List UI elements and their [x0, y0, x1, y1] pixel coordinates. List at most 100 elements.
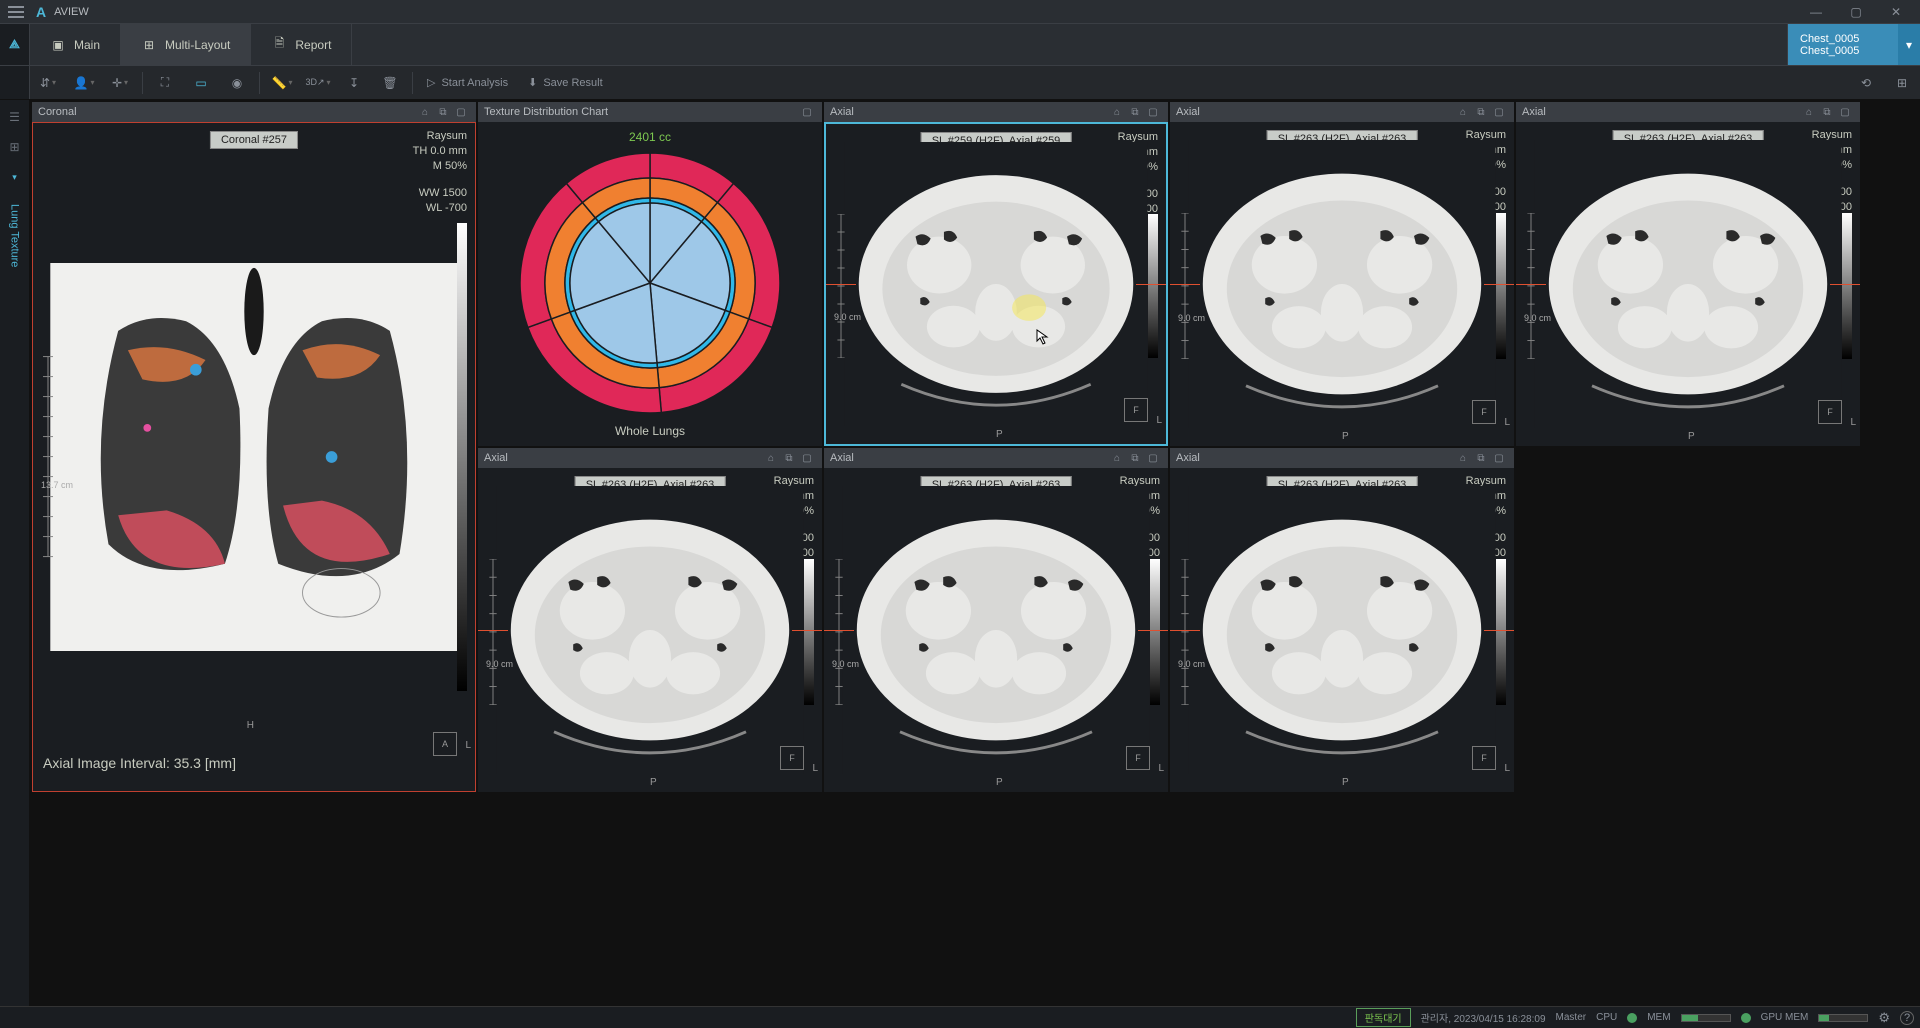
- panel-copy-icon[interactable]: ⧉: [1818, 103, 1836, 121]
- axial-panel-1: Axial ⌂⧉▢ SL #259 (H2F), Axial #259Raysum…: [824, 102, 1168, 446]
- ruler: [486, 559, 500, 705]
- panel-copy-icon[interactable]: ⧉: [1472, 103, 1490, 121]
- tab-main[interactable]: ▣Main: [30, 24, 121, 65]
- coronal-orientation-cube[interactable]: A: [433, 732, 457, 756]
- axial-4-viewport[interactable]: SL #263 (H2F), Axial #263RaysumTH 0.0 mm…: [478, 468, 822, 792]
- patient-info-button[interactable]: 👤▾: [66, 66, 102, 100]
- tab-main-label: Main: [74, 38, 100, 52]
- panel-maximize-icon[interactable]: ▢: [798, 449, 816, 467]
- crosshair: [1170, 630, 1514, 631]
- settings-icon[interactable]: ⚙: [1878, 1010, 1890, 1026]
- orient-l: L: [1158, 763, 1164, 774]
- panel-maximize-icon[interactable]: ▢: [1144, 449, 1162, 467]
- rail-chevron-down-icon[interactable]: ▾: [4, 166, 26, 188]
- orientation-cube[interactable]: F: [1126, 746, 1150, 770]
- panel-maximize-icon[interactable]: ▢: [1144, 103, 1162, 121]
- coronal-render-mode: Raysum: [413, 129, 467, 144]
- layout-grid-icon: ⊞: [141, 37, 157, 53]
- grayscale-bar: [1842, 213, 1852, 359]
- tab-multi-layout[interactable]: ⊞Multi-Layout: [121, 24, 251, 65]
- axial-2-viewport[interactable]: SL #263 (H2F), Axial #263RaysumTH 0.0 mm…: [1170, 122, 1514, 446]
- main-area: ☰ ⊞ ▾ Lung Texture Coronal ⌂ ⧉ ▢ Coronal…: [0, 100, 1920, 1006]
- reset-tool-button[interactable]: ⇵▾: [30, 66, 66, 100]
- panel-copy-icon[interactable]: ⧉: [1126, 449, 1144, 467]
- panel-link-icon[interactable]: ⌂: [1108, 103, 1126, 121]
- left-rail: ☰ ⊞ ▾ Lung Texture: [0, 100, 30, 1006]
- window-close-button[interactable]: ✕: [1876, 0, 1916, 24]
- window-maximize-button[interactable]: ▢: [1836, 0, 1876, 24]
- panel-maximize-icon[interactable]: ▢: [452, 103, 470, 121]
- orient-l: L: [1850, 417, 1856, 428]
- orientation-cube[interactable]: F: [1472, 400, 1496, 424]
- panel-copy-icon[interactable]: ⧉: [1472, 449, 1490, 467]
- orientation-cube[interactable]: F: [1472, 746, 1496, 770]
- ruler: [1524, 213, 1538, 359]
- tab-report-label: Report: [295, 38, 331, 52]
- patient-selector[interactable]: Chest_0005 Chest_0005: [1788, 24, 1898, 65]
- rail-list-icon[interactable]: ☰: [4, 106, 26, 128]
- hamburger-menu-icon[interactable]: [4, 2, 28, 22]
- save-result-button[interactable]: ⬇Save Result: [518, 66, 613, 100]
- view-grid: Coronal ⌂ ⧉ ▢ Coronal #257 Raysum TH 0.0…: [30, 100, 1920, 1006]
- texture-chart-body[interactable]: 2401 cc Whole Lungs: [478, 122, 822, 446]
- 3d-tool-button[interactable]: 3D↗▾: [300, 66, 336, 100]
- panel-link-icon[interactable]: ⌂: [1800, 103, 1818, 121]
- coronal-header: Coronal ⌂ ⧉ ▢: [32, 102, 476, 122]
- orientation-cube[interactable]: F: [780, 746, 804, 770]
- axial-6-viewport[interactable]: SL #263 (H2F), Axial #263RaysumTH 0.0 mm…: [1170, 468, 1514, 792]
- measure-tool-button[interactable]: 📏▾: [264, 66, 300, 100]
- toolbar: ⇵▾ 👤▾ ✛▾ ⛶ ▭ ◉ 📏▾ 3D↗▾ ↧ 🗑 ▷Start Analys…: [0, 66, 1920, 100]
- orient-l: L: [812, 763, 818, 774]
- mem-status-dot: [1741, 1013, 1751, 1023]
- orientation-cube[interactable]: F: [1818, 400, 1842, 424]
- orient-p: P: [1342, 431, 1349, 442]
- panel-maximize-icon[interactable]: ▢: [798, 103, 816, 121]
- window-minimize-button[interactable]: —: [1796, 0, 1836, 24]
- nodule-overlay-button[interactable]: ◉: [219, 66, 255, 100]
- patient-dropdown-button[interactable]: ▾: [1898, 24, 1920, 65]
- layout-options-button[interactable]: ⊞: [1884, 66, 1920, 100]
- axial-1-title: Axial: [830, 106, 854, 118]
- coronal-viewport[interactable]: Coronal #257 Raysum TH 0.0 mm M 50% WW 1…: [32, 122, 476, 792]
- texture-pie-chart: [510, 148, 790, 418]
- panel-link-icon[interactable]: ⌂: [416, 103, 434, 121]
- side-module-label[interactable]: Lung Texture: [9, 204, 21, 267]
- chart-title: Texture Distribution Chart: [484, 106, 608, 118]
- rail-grid-icon[interactable]: ⊞: [4, 136, 26, 158]
- orient-l: L: [1156, 415, 1162, 426]
- panel-maximize-icon[interactable]: ▢: [1836, 103, 1854, 121]
- toolbar-sidecol: [0, 66, 30, 99]
- axial-3-viewport[interactable]: SL #263 (H2F), Axial #263RaysumTH 0.0 mm…: [1516, 122, 1860, 446]
- coronal-image: [43, 263, 465, 651]
- panel-maximize-icon[interactable]: ▢: [1490, 103, 1508, 121]
- delete-button[interactable]: 🗑: [372, 66, 408, 100]
- sort-tool-button[interactable]: ↧: [336, 66, 372, 100]
- crosshair-tool-button[interactable]: ✛▾: [102, 66, 138, 100]
- coronal-interval-label: Axial Image Interval: 35.3 [mm]: [43, 755, 236, 771]
- orientation-cube[interactable]: F: [1124, 398, 1148, 422]
- panel-link-icon[interactable]: ⌂: [1454, 103, 1472, 121]
- orient-p: P: [1342, 777, 1349, 788]
- panel-copy-icon[interactable]: ⧉: [434, 103, 452, 121]
- start-analysis-button[interactable]: ▷Start Analysis: [417, 66, 518, 100]
- panel-maximize-icon[interactable]: ▢: [1490, 449, 1508, 467]
- tab-report[interactable]: 🗎Report: [251, 24, 352, 65]
- sync-button[interactable]: ⟲: [1848, 66, 1884, 100]
- screen-capture-button[interactable]: ⛶: [147, 66, 183, 100]
- panel-link-icon[interactable]: ⌂: [1108, 449, 1126, 467]
- axial-5-viewport[interactable]: SL #263 (H2F), Axial #263RaysumTH 0.0 mm…: [824, 468, 1168, 792]
- help-icon[interactable]: ?: [1900, 1011, 1914, 1025]
- status-cpu-label: CPU: [1596, 1012, 1617, 1023]
- axial-4-title: Axial: [484, 452, 508, 464]
- panel-link-icon[interactable]: ⌂: [1454, 449, 1472, 467]
- panel-link-icon[interactable]: ⌂: [762, 449, 780, 467]
- crosshair: [478, 630, 822, 631]
- statusbar: 판독대기 관리자, 2023/04/15 16:28:09 Master CPU…: [0, 1006, 1920, 1028]
- axial-1-viewport[interactable]: SL #259 (H2F), Axial #259RaysumTH 0.0 mm…: [824, 122, 1168, 446]
- panel-copy-icon[interactable]: ⧉: [780, 449, 798, 467]
- axial-panel-3: Axial⌂⧉▢SL #263 (H2F), Axial #263RaysumT…: [1516, 102, 1860, 446]
- panel-copy-icon[interactable]: ⧉: [1126, 103, 1144, 121]
- texture-chart-header: Texture Distribution Chart ▢: [478, 102, 822, 122]
- annotation-tool-button[interactable]: ▭: [183, 66, 219, 100]
- scale-label: 9.0 cm: [832, 659, 859, 669]
